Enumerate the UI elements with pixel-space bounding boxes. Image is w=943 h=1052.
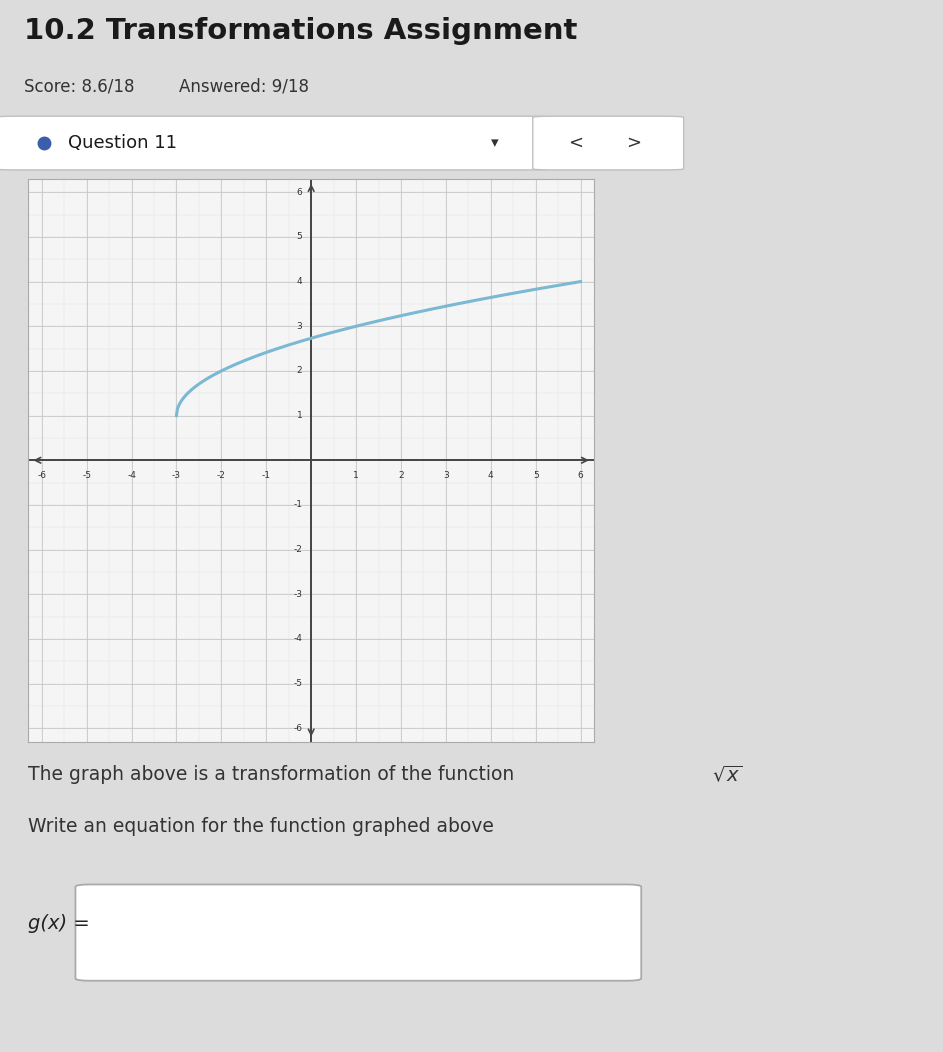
Text: $\sqrt{x}$: $\sqrt{x}$ [712,765,743,785]
Text: Write an equation for the function graphed above: Write an equation for the function graph… [28,817,494,836]
Text: 3: 3 [443,471,449,481]
Text: 3: 3 [296,322,302,330]
Text: >: > [626,134,641,153]
Text: -5: -5 [82,471,91,481]
FancyBboxPatch shape [75,885,641,980]
Text: <: < [568,134,583,153]
Text: -4: -4 [293,634,302,644]
Text: 4: 4 [488,471,493,481]
Text: -1: -1 [262,471,271,481]
FancyBboxPatch shape [533,116,684,170]
Text: -3: -3 [172,471,181,481]
Text: 1: 1 [354,471,359,481]
Text: -6: -6 [38,471,46,481]
Text: 4: 4 [297,277,302,286]
Text: 5: 5 [296,232,302,241]
Text: ▾: ▾ [491,136,499,150]
Text: Score: 8.6/18: Score: 8.6/18 [24,78,134,96]
Text: -3: -3 [293,590,302,599]
Text: 6: 6 [578,471,584,481]
Text: -5: -5 [293,680,302,688]
Text: 2: 2 [297,366,302,376]
Text: The graph above is a transformation of the function: The graph above is a transformation of t… [28,766,521,785]
Text: Question 11: Question 11 [68,134,177,153]
Text: Answered: 9/18: Answered: 9/18 [179,78,309,96]
FancyBboxPatch shape [0,116,552,170]
Text: -2: -2 [217,471,225,481]
Text: 10.2 Transformations Assignment: 10.2 Transformations Assignment [24,17,577,44]
Text: g(x) =: g(x) = [28,913,90,933]
Text: -2: -2 [293,545,302,554]
Text: -1: -1 [293,501,302,509]
Text: 1: 1 [296,411,302,420]
Text: -6: -6 [293,724,302,733]
Text: 6: 6 [296,187,302,197]
Text: 5: 5 [533,471,538,481]
Text: -4: -4 [127,471,136,481]
Text: 2: 2 [398,471,404,481]
